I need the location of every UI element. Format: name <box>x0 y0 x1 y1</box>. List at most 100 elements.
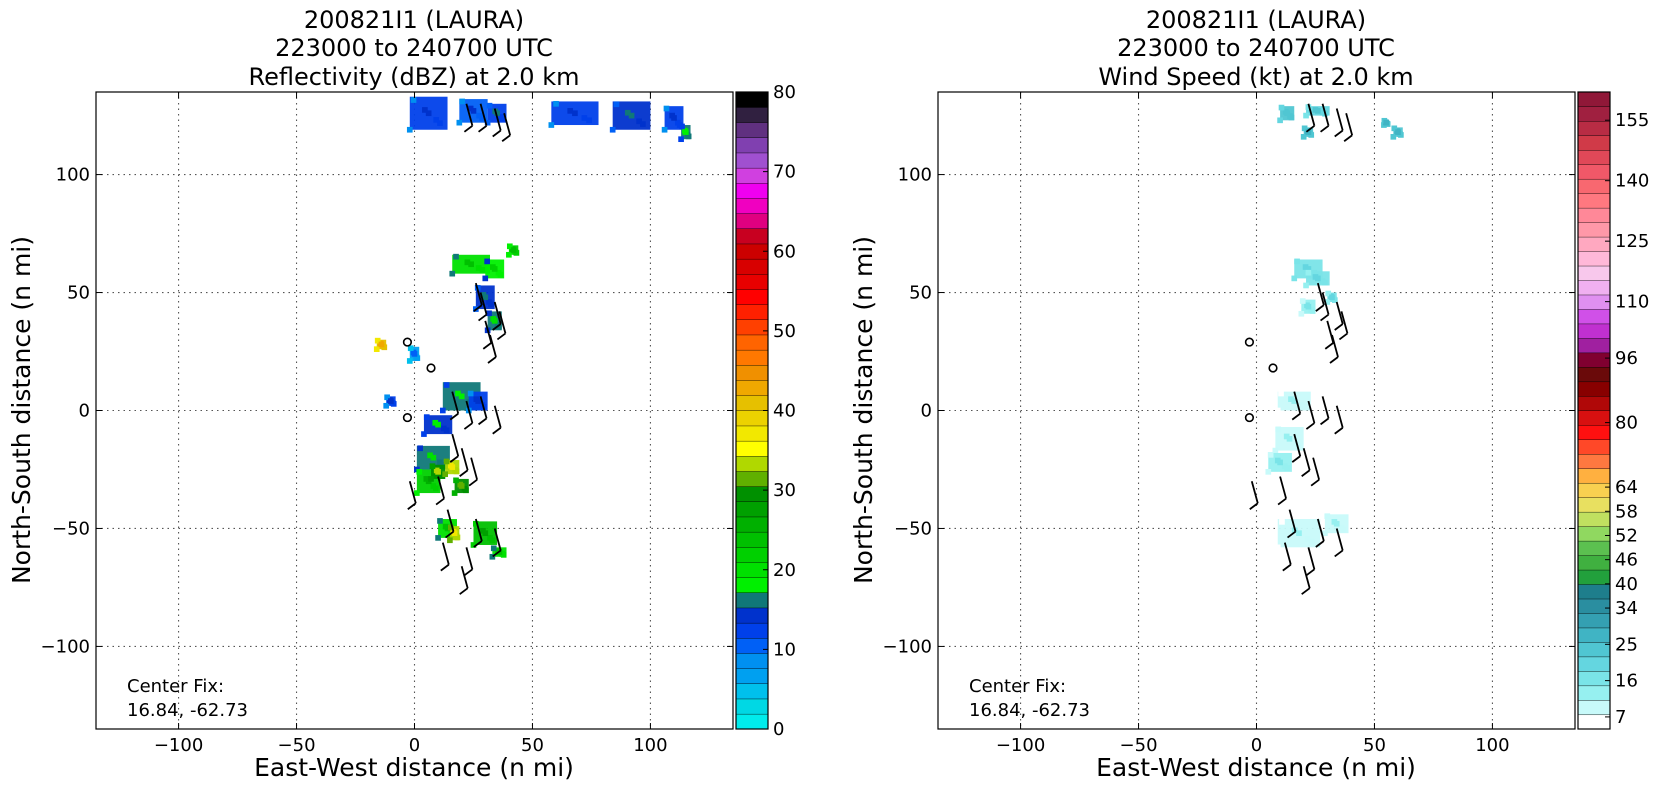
echo-cell <box>496 323 502 330</box>
x-tick-label: 0 <box>1251 735 1262 756</box>
wind-barb-flag <box>1301 469 1311 477</box>
echo-cell <box>486 310 492 317</box>
echo-cell <box>383 402 390 409</box>
colorbar-segment <box>735 531 769 548</box>
wind-barb-flag <box>1343 134 1353 142</box>
echo-cell <box>1302 264 1309 270</box>
colorbar-tick-label: 40 <box>1615 574 1638 595</box>
wind-barb-shaft <box>1335 108 1344 131</box>
echo-cell <box>1390 133 1397 140</box>
echo-cell <box>497 271 504 278</box>
echo-cell <box>442 471 449 478</box>
echo-cell <box>435 421 441 428</box>
windspeed-echoes <box>1265 104 1404 551</box>
echo-cell <box>1333 520 1340 527</box>
wind-barb-flag <box>1329 356 1339 364</box>
panel-title-line-2: 223000 to 240700 UTC <box>275 34 553 62</box>
echo-cell <box>411 351 418 357</box>
colorbar-segment <box>1577 612 1611 629</box>
wind-barbs <box>1249 103 1354 595</box>
echo-cell <box>1305 129 1312 135</box>
wind-barb-shaft <box>498 311 507 334</box>
colorbar-segment <box>1577 453 1611 469</box>
echo-cell <box>1340 526 1347 533</box>
wind-barb-flag <box>482 342 492 350</box>
colorbar-tick-label: 64 <box>1615 477 1638 498</box>
colorbar-segment <box>735 349 769 366</box>
echo-cell <box>678 136 684 143</box>
wind-barb-shaft <box>1302 565 1311 589</box>
colorbar-segment <box>1577 656 1611 672</box>
wind-barb-flag <box>1282 563 1292 572</box>
colorbar-segment <box>735 288 769 305</box>
echo-cell <box>1284 110 1291 117</box>
echo-cell <box>468 261 474 268</box>
wind-barb-shaft <box>479 292 488 315</box>
colorbar-segment <box>1577 569 1611 585</box>
colorbar-segment <box>1577 497 1611 513</box>
wind-barb-flag <box>1334 323 1344 331</box>
colorbar-tick-label: 20 <box>773 560 796 581</box>
echo-cell <box>1286 435 1293 442</box>
echo-cell <box>1309 308 1316 314</box>
colorbar-segment <box>1577 135 1611 151</box>
calm-circle <box>426 363 436 373</box>
echo-cell <box>486 102 493 109</box>
colorbar-segment <box>735 425 769 442</box>
colorbar-segment <box>1577 149 1611 165</box>
wind-barb-flag <box>1310 478 1320 487</box>
echo-cell <box>433 117 440 123</box>
wind-barb-flag <box>1291 455 1301 463</box>
center-fix-label: Center Fix: <box>127 676 224 697</box>
wind-barb-shaft <box>1331 334 1339 358</box>
colorbar-segment <box>1577 193 1611 209</box>
echo-cell <box>454 534 461 541</box>
wind-barb-flag <box>1320 125 1330 133</box>
wind-barb-flag <box>1277 497 1287 506</box>
wind-barb-flag <box>463 568 473 577</box>
colorbar-segment <box>735 455 769 472</box>
colorbar-segment <box>1577 352 1611 368</box>
colorbar-segment <box>1577 670 1611 687</box>
echo-cell <box>506 243 513 250</box>
colorbar-tick-label: 125 <box>1615 231 1649 252</box>
echo-cell <box>1267 452 1274 458</box>
echo-cell <box>443 427 450 434</box>
wind-barb-flag <box>496 332 506 341</box>
wind-barb-flag <box>1305 422 1315 430</box>
wind-barb-flag <box>1305 125 1315 133</box>
colorbar-tick-label: 140 <box>1615 171 1649 192</box>
colorbar-tick-label: 0 <box>773 719 784 740</box>
echo-cell <box>1291 398 1298 404</box>
wind-barb-flag <box>459 469 469 477</box>
colorbar-segment <box>1577 555 1611 571</box>
echo-cell <box>443 458 450 465</box>
colorbar-tick-label: 60 <box>773 241 796 262</box>
wind-barb-shaft <box>1345 112 1354 136</box>
echo-cell <box>624 109 631 116</box>
colorbar-tick-labels: 7 16 25 34 40 46 52 58 64 80 96 110 125 140 155 <box>1605 110 1649 728</box>
x-axis-ticks: −100 −50 0 50 100 <box>996 92 1510 756</box>
colorbar-segment <box>1577 482 1611 498</box>
wind-barb-shaft <box>493 528 502 551</box>
y-axis-ticks: −100 −50 0 50 100 <box>883 165 1575 657</box>
echo-cell <box>1305 269 1312 276</box>
echo-cell <box>1325 290 1332 297</box>
wind-barb-shaft <box>474 518 483 542</box>
echo-cell <box>484 258 490 265</box>
echo-cell <box>679 123 685 130</box>
y-tick-label: −100 <box>41 636 90 657</box>
center-fix-value: 16.84, -62.73 <box>127 700 248 721</box>
echo-cell <box>416 469 423 475</box>
echo-cell <box>506 251 512 258</box>
echo-cell <box>459 98 465 105</box>
x-axis-ticks: −100 −50 0 50 100 <box>154 92 668 756</box>
echo-cell <box>1315 108 1321 114</box>
wind-barb-shaft <box>1293 433 1302 457</box>
colorbar-tick-label: 25 <box>1615 634 1638 655</box>
wind-barb-flag <box>492 323 502 331</box>
wind-barb-shaft <box>1288 509 1297 532</box>
panel-title-line-3: Reflectivity (dBZ) at 2.0 km <box>249 63 580 91</box>
echo-cell <box>1383 119 1390 126</box>
echo-cell <box>449 270 456 277</box>
